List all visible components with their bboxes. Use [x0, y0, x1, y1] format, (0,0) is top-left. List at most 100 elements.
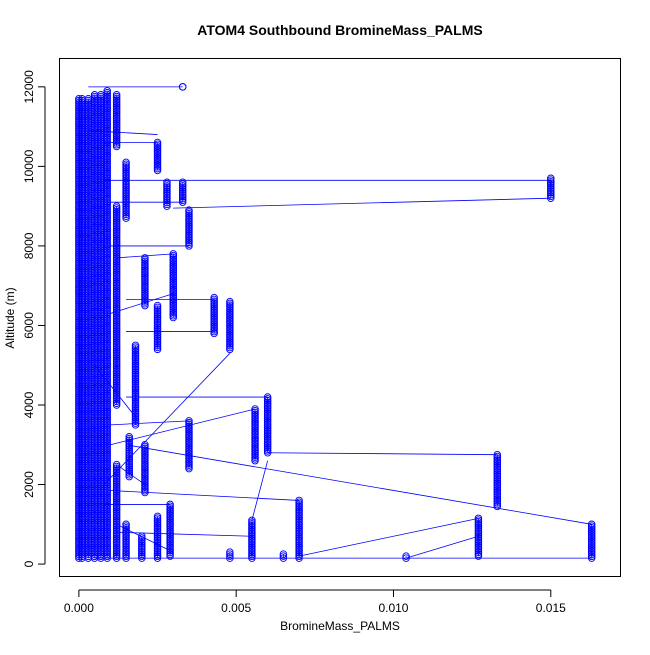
- data-point: [75, 268, 83, 276]
- data-point: [75, 105, 83, 114]
- data-point: [263, 407, 272, 416]
- data-point: [474, 528, 483, 537]
- data-point: [153, 334, 162, 343]
- data-point: [122, 187, 130, 195]
- data-point: [493, 458, 502, 466]
- y-axis: 0 2000 4000 6000 8000 10000 12000: [22, 70, 46, 567]
- data-point: [263, 395, 272, 403]
- data-point: [263, 398, 272, 407]
- data-point: [112, 281, 121, 289]
- data-point: [75, 464, 83, 473]
- data-point: [75, 230, 83, 239]
- data-point: [75, 143, 83, 151]
- data-point: [75, 370, 83, 378]
- data-point: [112, 333, 121, 341]
- data-point: [295, 552, 303, 561]
- data-point: [295, 538, 303, 546]
- data-point: [185, 222, 193, 230]
- data-point: [122, 205, 130, 213]
- data-point: [153, 327, 162, 335]
- data-point: [131, 375, 140, 384]
- data-point: [263, 425, 272, 434]
- data-point: [248, 539, 256, 548]
- data-point: [75, 248, 83, 257]
- data-point: [75, 198, 83, 207]
- data-point: [75, 457, 83, 466]
- data-point: [263, 439, 272, 448]
- connector-line-16: [110, 420, 190, 426]
- connector-line-6: [405, 535, 479, 559]
- data-point: [295, 498, 303, 506]
- data-point: [75, 209, 83, 217]
- data-point: [112, 259, 121, 268]
- data-point: [125, 460, 133, 468]
- data-point: [112, 124, 121, 133]
- data-point: [474, 534, 483, 542]
- data-point: [493, 472, 502, 480]
- data-point: [263, 441, 272, 450]
- data-point: [112, 103, 121, 112]
- data-point: [112, 539, 121, 548]
- data-point: [131, 368, 140, 377]
- data-point: [210, 317, 218, 325]
- data-point: [75, 103, 83, 112]
- data-point: [75, 246, 83, 255]
- data-point: [75, 477, 83, 486]
- data-point: [163, 195, 171, 203]
- data-point: [263, 400, 272, 408]
- data-point: [547, 179, 555, 188]
- data-point: [112, 471, 121, 480]
- data-point: [263, 402, 272, 410]
- data-point: [166, 507, 174, 516]
- data-point: [75, 202, 83, 210]
- data-point: [75, 275, 83, 284]
- data-point: [185, 233, 193, 241]
- data-point: [112, 358, 121, 366]
- data-point: [112, 126, 121, 135]
- data-point: [295, 525, 303, 534]
- data-point: [75, 454, 83, 462]
- data-point: [75, 261, 83, 269]
- data-point: [295, 545, 303, 553]
- data-point: [153, 518, 162, 526]
- data-point: [112, 356, 121, 364]
- data-point: [153, 532, 162, 541]
- data-point: [493, 499, 502, 507]
- data-point: [295, 496, 303, 505]
- data-point: [112, 92, 121, 101]
- data-point: [112, 466, 121, 474]
- connector-line-4: [267, 452, 498, 456]
- data-point: [75, 109, 83, 117]
- data-point: [75, 538, 83, 546]
- data-point: [125, 436, 133, 445]
- data-point: [75, 296, 83, 305]
- data-point: [131, 401, 140, 409]
- data-point: [166, 522, 174, 530]
- data-point: [112, 139, 121, 147]
- data-point: [185, 208, 193, 216]
- point-column-32: [112, 91, 121, 151]
- data-point: [75, 177, 83, 185]
- data-point: [163, 180, 171, 188]
- data-point: [112, 360, 121, 368]
- data-point: [263, 448, 272, 457]
- data-point: [547, 174, 555, 183]
- data-point: [166, 552, 174, 560]
- data-point: [251, 407, 259, 415]
- data-point: [163, 196, 171, 205]
- data-point: [153, 301, 162, 310]
- data-point: [251, 428, 259, 436]
- data-point: [122, 198, 130, 206]
- data-point: [112, 486, 121, 494]
- data-point: [75, 157, 83, 166]
- data-point: [153, 343, 162, 352]
- data-point: [295, 554, 303, 562]
- connector-line-12: [110, 408, 256, 446]
- data-point: [75, 146, 83, 155]
- data-point: [75, 232, 83, 241]
- data-point: [112, 123, 121, 131]
- data-point: [295, 550, 303, 559]
- data-point: [125, 443, 133, 452]
- data-point: [263, 420, 272, 428]
- data-point: [248, 547, 256, 555]
